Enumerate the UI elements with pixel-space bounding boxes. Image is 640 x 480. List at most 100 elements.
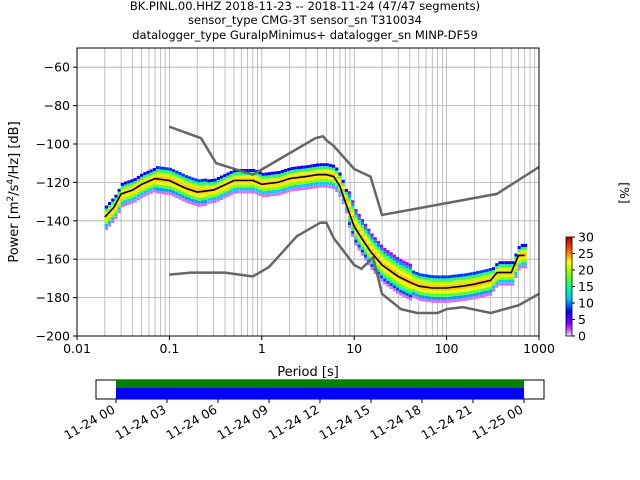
psd-cell [424, 286, 428, 290]
psd-cell [472, 296, 476, 300]
psd-cell [373, 246, 377, 250]
psd-cell [300, 187, 304, 191]
psd-cell [434, 290, 438, 294]
psd-cell [149, 184, 153, 188]
psd-cell [354, 233, 358, 237]
psd-cell [488, 286, 492, 290]
psd-cell [216, 198, 220, 202]
psd-cell [380, 256, 384, 260]
psd-cell [252, 178, 256, 182]
psd-cell [370, 236, 374, 240]
colorbar-cell [566, 300, 572, 303]
psd-cell [191, 180, 195, 184]
psd-cell [514, 275, 518, 278]
psd-cell [322, 175, 326, 179]
psd-cell [479, 270, 483, 274]
psd-cell [191, 183, 195, 187]
psd-cell [229, 171, 233, 174]
timeline-tick-label: 11-24 03 [112, 402, 168, 443]
psd-cell [296, 172, 300, 176]
psd-cell [264, 194, 268, 197]
psd-cell [124, 184, 128, 188]
psd-cell [322, 163, 326, 167]
psd-cell [367, 231, 371, 235]
psd-cell [111, 214, 115, 217]
psd-cell [520, 243, 524, 247]
psd-cell [328, 170, 332, 173]
psd-cell [338, 187, 342, 191]
psd-cell [159, 184, 163, 188]
psd-cell [511, 264, 515, 268]
psd-cell [172, 184, 176, 188]
psd-cell [309, 164, 313, 168]
psd-cell [242, 172, 246, 176]
psd-cell [191, 195, 195, 199]
psd-cell [159, 166, 163, 170]
psd-cell [287, 174, 291, 177]
psd-cell [431, 284, 435, 288]
psd-cell [220, 187, 224, 191]
psd-cell [335, 167, 339, 171]
psd-cell [287, 186, 291, 190]
psd-cell [341, 182, 345, 186]
colorbar-cell [566, 332, 572, 335]
psd-cell [399, 283, 403, 287]
psd-cell [408, 288, 412, 292]
psd-cell [296, 166, 300, 170]
psd-cell [357, 244, 361, 248]
psd-cell [405, 292, 409, 296]
psd-cell [242, 190, 246, 194]
psd-cell [485, 293, 489, 297]
psd-cell [191, 186, 195, 190]
psd-cell [306, 183, 310, 187]
psd-cell [191, 198, 195, 202]
psd-cell [357, 235, 361, 239]
psd-cell [332, 167, 336, 171]
psd-cell [229, 183, 233, 187]
psd-cell [472, 290, 476, 294]
psd-cell [274, 183, 278, 187]
psd-cell [463, 294, 467, 298]
psd-cell [389, 261, 393, 265]
high-noise-model-line [168, 125, 540, 217]
psd-cell [479, 285, 483, 289]
psd-cell [146, 170, 150, 174]
psd-cell [440, 287, 444, 291]
psd-cell [498, 264, 502, 268]
psd-cell [306, 171, 310, 175]
psd-cell [421, 298, 425, 302]
psd-cell [159, 169, 163, 173]
psd-cell [341, 201, 345, 205]
psd-cell [520, 259, 524, 263]
x-axis-label: Period [s] [277, 365, 339, 380]
psd-cell [271, 177, 275, 181]
psd-cell [255, 176, 259, 180]
psd-cell [188, 176, 192, 180]
psd-cell [456, 298, 460, 302]
psd-cell [172, 172, 176, 176]
psd-cell [437, 284, 441, 288]
psd-cell [143, 178, 147, 182]
psd-cell [488, 268, 492, 272]
psd-cell [332, 186, 336, 190]
psd-cell [415, 271, 419, 275]
psd-cell [364, 248, 368, 252]
psd-cell [386, 280, 390, 284]
psd-cell [175, 189, 179, 192]
psd-cell [232, 188, 236, 191]
psd-cell [216, 183, 220, 187]
psd-cell [476, 286, 480, 290]
psd-cell [130, 191, 134, 195]
psd-cell [485, 287, 489, 291]
psd-cell [396, 259, 400, 263]
psd-cell [200, 185, 204, 189]
colorbar-tick-label: 10 [578, 296, 594, 311]
psd-cell [424, 292, 428, 296]
psd-cell [492, 270, 496, 274]
colorbar-tick-label: 25 [578, 246, 594, 261]
psd-cell [165, 185, 169, 189]
psd-cell [191, 201, 195, 205]
psd-cell [213, 181, 217, 185]
y-tick-label: −140 [36, 213, 70, 228]
psd-cell [466, 279, 470, 282]
